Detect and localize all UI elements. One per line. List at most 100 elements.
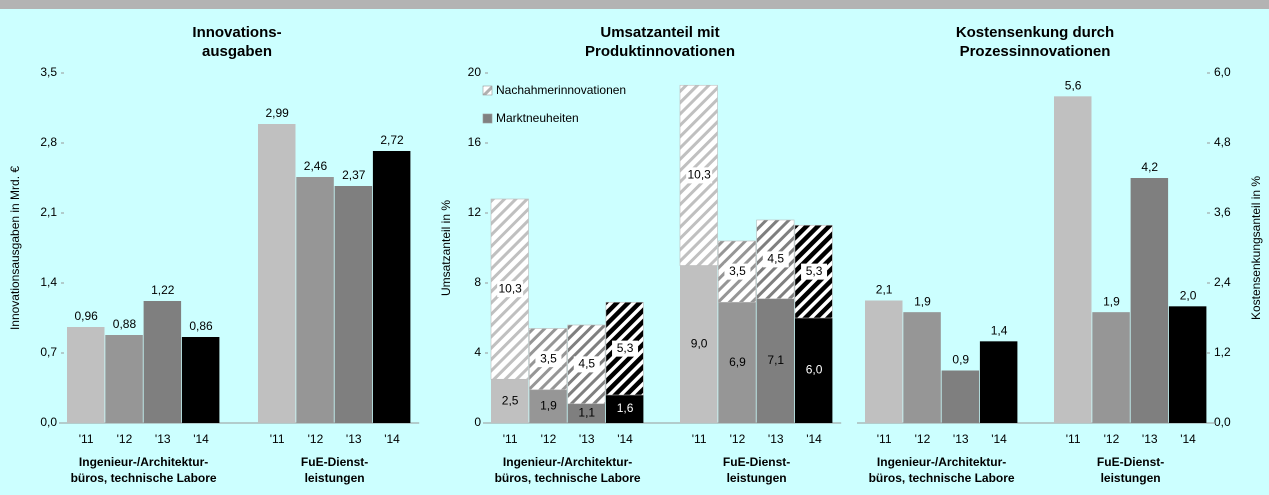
y-tick-label: 4 bbox=[474, 345, 481, 359]
label-box bbox=[535, 351, 562, 368]
value-label: 0,9 bbox=[952, 353, 969, 367]
bar bbox=[334, 186, 373, 423]
bar bbox=[865, 300, 903, 423]
group-label: Ingenieur-/Architektur- bbox=[877, 455, 1006, 469]
label-box bbox=[686, 167, 713, 184]
value-label: 0,96 bbox=[74, 309, 98, 323]
value-label: 0,88 bbox=[113, 317, 137, 331]
y-tick-label: 16 bbox=[468, 135, 482, 149]
bar-segment bbox=[718, 302, 756, 423]
bar bbox=[105, 335, 143, 423]
value-label: 2,1 bbox=[876, 283, 893, 297]
value-label: 1,9 bbox=[540, 399, 557, 413]
legend-label: Marktneuheiten bbox=[496, 111, 579, 125]
value-label: 0,86 bbox=[189, 319, 213, 333]
x-tick-label: '11 bbox=[877, 432, 892, 446]
x-tick-label: '14 bbox=[384, 432, 400, 446]
legend-swatch bbox=[482, 113, 493, 124]
group-label: büros, technische Labore bbox=[71, 471, 217, 485]
value-label: 5,3 bbox=[617, 341, 634, 355]
value-label: 7,1 bbox=[767, 353, 784, 367]
bar-segment bbox=[491, 379, 529, 423]
value-label: 5,3 bbox=[806, 264, 823, 278]
y-axis-label: Kostensenkungsanteil in % bbox=[1249, 176, 1263, 320]
x-tick-label: '13 bbox=[1142, 432, 1158, 446]
bar bbox=[143, 301, 182, 423]
bar bbox=[941, 370, 980, 423]
y-tick-label: 20 bbox=[468, 65, 482, 79]
value-label: 2,5 bbox=[502, 393, 519, 407]
bar-segment bbox=[567, 403, 606, 423]
chart-title: Produktinnovationen bbox=[585, 43, 735, 60]
y-tick-label: 2,4 bbox=[1214, 275, 1231, 289]
y-tick-label: 0,0 bbox=[40, 415, 57, 429]
value-label: 2,46 bbox=[304, 159, 328, 173]
y-axis-label: Innovationsausgaben in Mrd. € bbox=[8, 166, 22, 330]
group-label: FuE-Dienst- bbox=[1097, 455, 1164, 469]
label-box bbox=[762, 251, 789, 268]
y-tick-label: 2,8 bbox=[40, 135, 57, 149]
value-label: 5,6 bbox=[1065, 79, 1082, 93]
x-tick-label: '14 bbox=[1180, 432, 1196, 446]
value-label: 6,0 bbox=[806, 363, 823, 377]
y-tick-label: 2,1 bbox=[40, 205, 57, 219]
legend-label: Nachahmerinnovationen bbox=[496, 83, 626, 97]
group-label: büros, technische Labore bbox=[869, 471, 1015, 485]
label-box bbox=[497, 281, 524, 298]
bar bbox=[67, 327, 105, 423]
value-label: 2,72 bbox=[380, 133, 404, 147]
value-label: 10,3 bbox=[498, 281, 522, 295]
x-tick-label: '14 bbox=[991, 432, 1007, 446]
x-tick-label: '12 bbox=[915, 432, 931, 446]
value-label: 6,9 bbox=[729, 355, 746, 369]
y-tick-label: 3,5 bbox=[40, 65, 57, 79]
value-label: 4,2 bbox=[1141, 160, 1158, 174]
value-label: 3,5 bbox=[540, 351, 557, 365]
top-bar bbox=[0, 0, 1269, 9]
value-label: 1,4 bbox=[991, 324, 1008, 338]
label-box bbox=[801, 263, 828, 280]
y-tick-label: 1,4 bbox=[40, 275, 57, 289]
group-label: Ingenieur-/Architektur- bbox=[79, 455, 208, 469]
chart-title: Prozessinnovationen bbox=[960, 43, 1111, 60]
x-tick-label: '13 bbox=[346, 432, 362, 446]
y-tick-label: 1,2 bbox=[1214, 345, 1231, 359]
label-box bbox=[612, 340, 639, 357]
legend-swatch bbox=[482, 85, 493, 96]
value-label: 1,1 bbox=[578, 406, 595, 420]
y-axis-label: Umsatzanteil in % bbox=[439, 200, 453, 296]
chart-title: Kostensenkung durch bbox=[956, 24, 1114, 41]
bar-segment bbox=[794, 318, 833, 423]
bar bbox=[1168, 306, 1207, 423]
value-label: 2,37 bbox=[342, 168, 366, 182]
x-tick-label: '12 bbox=[117, 432, 133, 446]
x-tick-label: '13 bbox=[953, 432, 969, 446]
bar-segment bbox=[680, 265, 718, 423]
y-tick-label: 6,0 bbox=[1214, 65, 1231, 79]
chart-title: Innovations- bbox=[192, 24, 281, 41]
label-box bbox=[573, 356, 600, 373]
group-label: leistungen bbox=[1101, 471, 1161, 485]
x-tick-label: '14 bbox=[617, 432, 633, 446]
value-label: 1,22 bbox=[151, 283, 175, 297]
bar bbox=[979, 341, 1018, 423]
y-tick-label: 4,8 bbox=[1214, 135, 1231, 149]
value-label: 1,6 bbox=[617, 401, 634, 415]
x-tick-label: '13 bbox=[155, 432, 171, 446]
x-tick-label: '13 bbox=[579, 432, 595, 446]
chart-title: Umsatzanteil mit bbox=[600, 24, 719, 41]
bar-segment bbox=[605, 395, 644, 423]
x-tick-label: '12 bbox=[730, 432, 746, 446]
chart-title: ausgaben bbox=[202, 43, 272, 60]
x-tick-label: '12 bbox=[1104, 432, 1120, 446]
x-tick-label: '11 bbox=[1066, 432, 1081, 446]
bar bbox=[258, 124, 296, 423]
value-label: 1,9 bbox=[1103, 294, 1120, 308]
bar-segment bbox=[529, 389, 567, 423]
label-box bbox=[724, 263, 751, 280]
value-label: 10,3 bbox=[687, 168, 711, 182]
y-tick-label: 0 bbox=[474, 415, 481, 429]
y-tick-label: 3,6 bbox=[1214, 205, 1231, 219]
bar bbox=[1130, 178, 1169, 423]
